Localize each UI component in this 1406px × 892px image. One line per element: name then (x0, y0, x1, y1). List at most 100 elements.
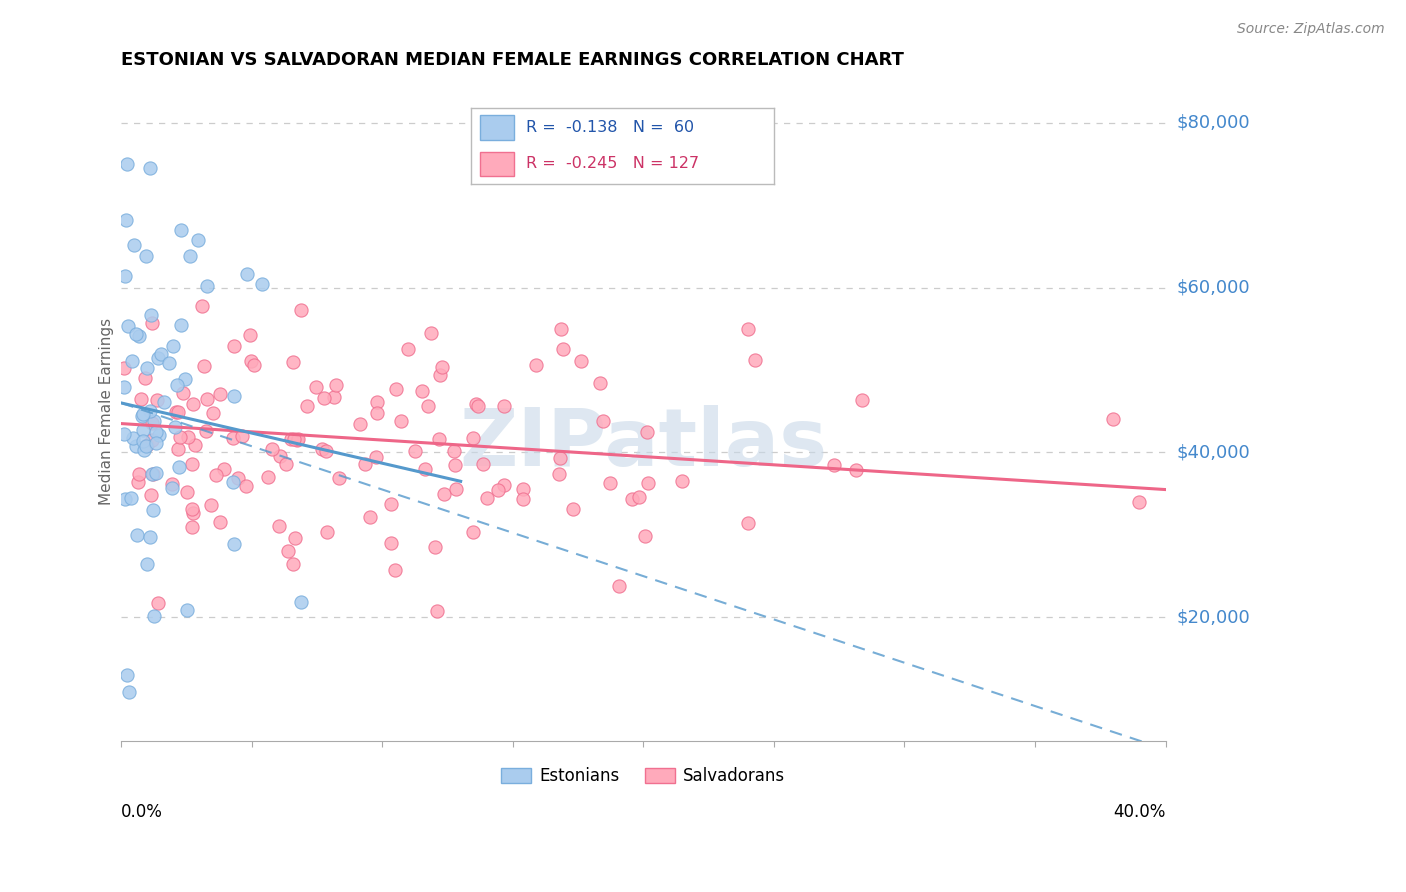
Point (142, 503, 165, 517)
Point (173, 372, 195, 386)
Point (139, 488, 162, 502)
Point (418, 399, 440, 413)
Point (176, 484, 198, 499)
Text: $80,000: $80,000 (1177, 113, 1250, 132)
Point (380, 497, 402, 511)
Point (744, 353, 766, 368)
Point (634, 529, 657, 543)
Point (222, 431, 245, 445)
Point (671, 475, 693, 489)
Point (195, 424, 218, 438)
Point (366, 406, 388, 420)
Point (627, 490, 650, 504)
Point (138, 530, 160, 544)
Point (548, 451, 571, 466)
Point (125, 439, 148, 453)
Point (117, 318, 139, 333)
Point (276, 457, 298, 471)
Point (146, 596, 169, 610)
Point (488, 483, 510, 497)
Point (589, 376, 612, 390)
Point (413, 462, 436, 476)
Point (195, 278, 218, 293)
Point (181, 506, 204, 520)
Point (349, 417, 371, 432)
Point (162, 339, 184, 353)
Point (465, 397, 488, 411)
Point (315, 444, 337, 458)
Point (444, 482, 467, 496)
Point (145, 466, 167, 480)
Point (547, 467, 569, 481)
Point (201, 406, 224, 420)
Point (121, 431, 143, 445)
Point (240, 354, 263, 368)
Y-axis label: Median Female Earnings: Median Female Earnings (100, 318, 114, 505)
Point (851, 393, 873, 408)
Point (737, 516, 759, 530)
Point (283, 432, 305, 446)
Point (170, 318, 193, 332)
Point (170, 223, 193, 237)
Point (269, 449, 291, 463)
Text: $60,000: $60,000 (1177, 278, 1250, 296)
Point (290, 595, 312, 609)
Point (135, 439, 157, 453)
Point (132, 434, 155, 448)
Point (512, 482, 534, 496)
Point (150, 347, 173, 361)
Point (281, 355, 304, 369)
Point (290, 302, 312, 317)
Point (112, 426, 135, 441)
Point (239, 327, 262, 342)
Point (118, 684, 141, 698)
Point (115, 668, 138, 682)
Point (222, 389, 245, 403)
Point (122, 238, 145, 252)
Point (160, 481, 183, 495)
Point (180, 501, 202, 516)
Point (136, 438, 159, 452)
Point (131, 409, 153, 424)
Point (127, 475, 149, 490)
Point (141, 316, 163, 330)
Point (492, 399, 515, 413)
Point (153, 395, 176, 409)
Point (139, 308, 162, 322)
Point (184, 437, 207, 451)
Point (138, 404, 160, 418)
Point (235, 479, 257, 493)
Point (389, 414, 412, 428)
Point (295, 399, 318, 413)
Point (139, 161, 162, 175)
Point (195, 392, 218, 407)
Point (142, 608, 165, 623)
Point (177, 430, 200, 444)
Point (145, 435, 167, 450)
Point (142, 467, 165, 482)
Point (169, 459, 191, 474)
Point (323, 390, 346, 404)
Point (427, 432, 450, 446)
Point (163, 420, 186, 434)
Point (287, 432, 309, 446)
Point (425, 540, 447, 554)
Point (128, 467, 150, 482)
Point (172, 386, 194, 401)
Point (311, 442, 333, 456)
Point (430, 360, 453, 375)
Point (179, 249, 201, 263)
Point (208, 386, 231, 401)
Point (132, 442, 155, 457)
Point (146, 393, 169, 408)
Point (354, 457, 377, 471)
Point (396, 342, 419, 356)
Point (187, 233, 209, 247)
Point (231, 429, 253, 443)
Point (167, 405, 190, 419)
Point (280, 432, 302, 446)
Point (475, 491, 498, 505)
Point (136, 558, 159, 572)
Point (380, 535, 402, 549)
Point (315, 525, 337, 540)
